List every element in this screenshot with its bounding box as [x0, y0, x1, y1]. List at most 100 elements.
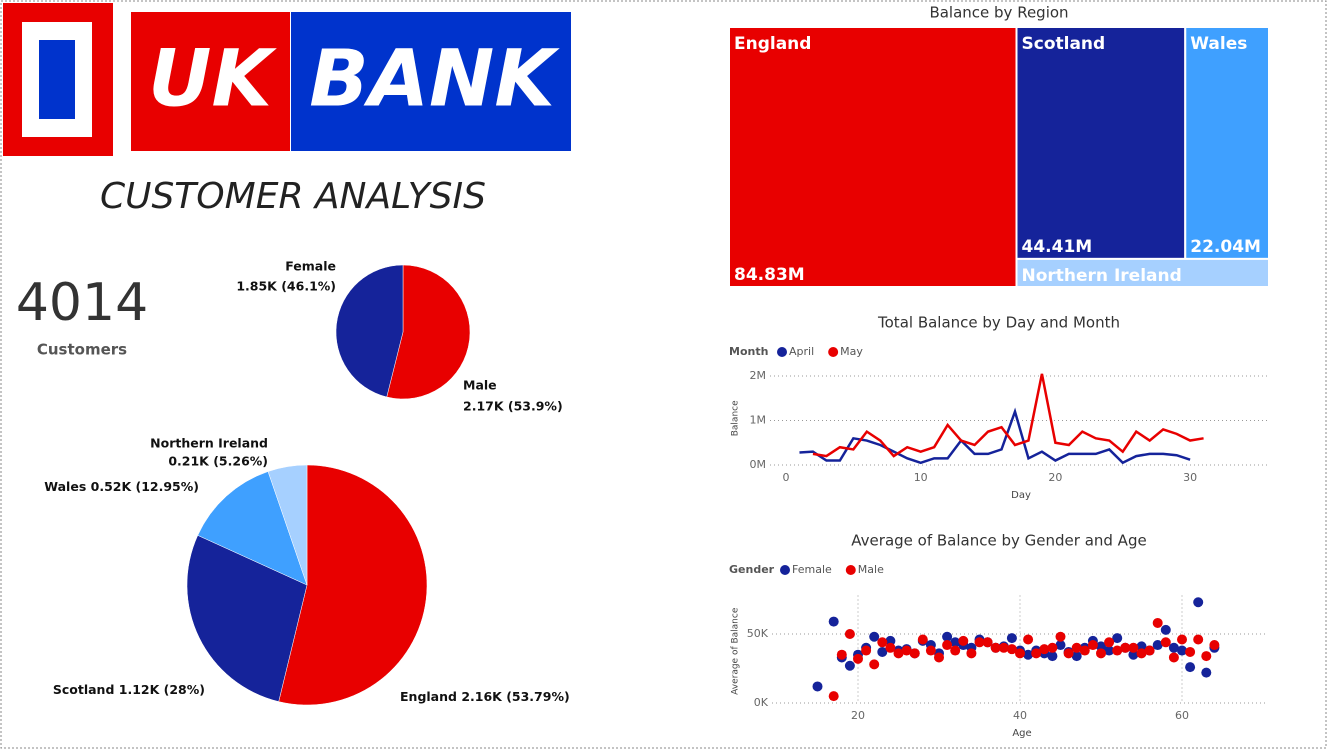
scatter-point [1128, 649, 1139, 660]
logo-mark-core [39, 40, 75, 119]
scatter-point [909, 648, 920, 659]
scatter-point [893, 648, 904, 659]
slice-name: Northern Ireland [150, 436, 268, 451]
legend-marker [780, 565, 790, 575]
y-axis-label: Balance [731, 400, 741, 436]
logo-left: UK [148, 34, 277, 124]
tile-name: England [734, 34, 811, 54]
slice-name: Female [285, 259, 336, 274]
y-axis-label: Average of Balance [731, 607, 741, 695]
scatter-point [828, 616, 839, 627]
pie-slice [386, 264, 471, 400]
scatter-point [966, 648, 977, 659]
scatter-point [1104, 645, 1115, 656]
scatter-point [1096, 641, 1106, 652]
scatter-point [877, 637, 888, 648]
x-tick-label: 60 [1175, 709, 1189, 722]
scatter-point [1128, 642, 1139, 653]
slice-value: 1.85K (46.1%) [236, 279, 336, 294]
scatter-point [1144, 645, 1155, 656]
legend-label: April [789, 345, 814, 358]
tile-value: 22.04M [1190, 237, 1261, 257]
legend-label: May [840, 345, 863, 358]
scatter-point [982, 637, 993, 648]
scatter-point [974, 637, 985, 648]
x-tick-label: 10 [914, 471, 928, 484]
scatter-point [877, 646, 888, 657]
slice-name: Male [463, 378, 497, 393]
tile-name: Northern Ireland [1022, 266, 1182, 286]
scatter-point [844, 660, 855, 671]
scatter-point [1071, 642, 1082, 653]
slice-name: Scotland [53, 682, 115, 697]
scatter-point [1055, 631, 1066, 642]
legend-label: Male [858, 563, 884, 576]
scatter-point [1168, 642, 1179, 653]
scatter-point [1177, 645, 1187, 656]
scatter-point [1023, 634, 1034, 645]
scatter-point [861, 645, 872, 656]
chart-title: Average of Balance by Gender and Age [851, 532, 1146, 550]
tile-value: 44.41M [1022, 237, 1093, 257]
slice-value: 1.12K (28%) [119, 682, 205, 697]
scatter-point [942, 631, 953, 642]
legend-marker [777, 347, 787, 357]
slice-label: Scotland 1.12K (28%) [53, 682, 205, 697]
scatter-point [1047, 651, 1058, 662]
scatter-point [1015, 648, 1025, 659]
scatter-point [836, 649, 847, 660]
treemap-tile [728, 26, 1018, 288]
scatter-point [1193, 634, 1204, 645]
x-tick-label: 30 [1183, 471, 1197, 484]
y-tick-label: 0M [750, 458, 767, 471]
chart-title: Total Balance by Day and Month [877, 314, 1120, 332]
scatter-point [950, 637, 961, 648]
scatter-point [990, 642, 1001, 653]
logo-right-box [291, 12, 571, 151]
slice-name: Wales [44, 479, 86, 494]
scatter-point [1079, 645, 1090, 656]
treemap-tile [1015, 26, 1187, 260]
logo-right: BANK [309, 34, 560, 124]
scatter-point [934, 652, 944, 663]
pie-slice [278, 464, 428, 706]
slice-name: England [400, 689, 457, 704]
scatter-point [1087, 640, 1098, 651]
y-tick-label: 1M [750, 414, 767, 427]
scatter-point [812, 681, 823, 692]
legend-marker [845, 565, 856, 575]
kpi-label: Customers [37, 341, 127, 359]
scatter-point [885, 642, 896, 653]
x-tick-label: 20 [851, 709, 865, 722]
scatter-point [1185, 646, 1196, 657]
scatter-point [950, 645, 961, 656]
scatter-point [1055, 640, 1066, 651]
scatter-point [844, 629, 855, 639]
pie-slice [197, 471, 308, 586]
scatter-point [1152, 640, 1163, 651]
scatter-point [1047, 642, 1058, 653]
x-tick-label: 20 [1048, 471, 1062, 484]
chart-title: Balance by Region [929, 4, 1068, 22]
slice-value: 2.16K (53.79%) [461, 689, 569, 704]
scatter-point [1006, 644, 1017, 655]
x-tick-label: 0 [783, 471, 790, 484]
heading: CUSTOMER ANALYSIS [100, 176, 486, 217]
slice-label: Wales 0.52K (12.95%) [44, 479, 199, 494]
legend-marker [828, 347, 839, 357]
scatter-point [1160, 637, 1171, 648]
kpi-value: 4014 [16, 273, 148, 333]
scatter-point [1136, 641, 1147, 652]
scatter-point [901, 645, 912, 656]
pie-slice [267, 464, 308, 586]
scatter-point [1201, 667, 1212, 678]
scatter-point [1201, 651, 1212, 662]
tile-name: Scotland [1022, 34, 1106, 54]
y-tick-label: 2M [750, 369, 767, 382]
legend-label: Female [792, 563, 832, 576]
scatter-point [1160, 624, 1171, 635]
scatter-point [958, 635, 969, 646]
scatter-point [1096, 648, 1106, 659]
slice-value: 0.52K (12.95%) [91, 479, 199, 494]
x-axis-label: Age [1012, 728, 1031, 739]
